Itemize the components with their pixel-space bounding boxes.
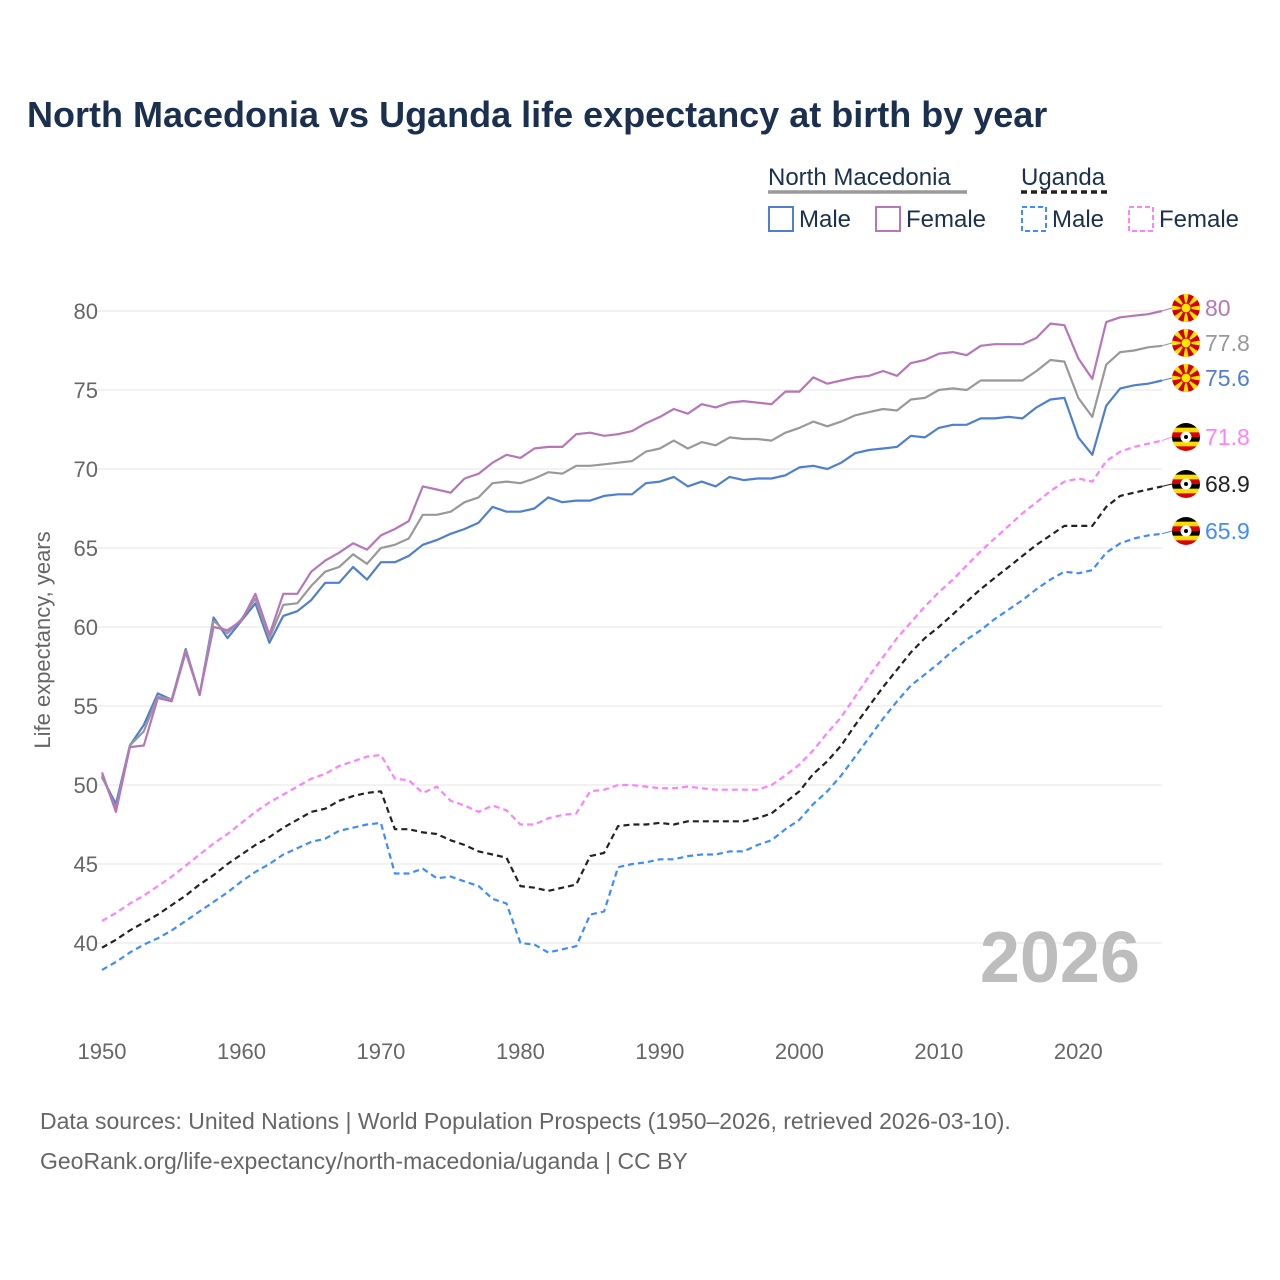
end-value-label: 65.9 <box>1205 518 1250 544</box>
y-axis-label: Life expectancy, years <box>30 531 55 748</box>
y-tick-label: 75 <box>74 378 98 403</box>
gridlines <box>95 310 1162 944</box>
legend-swatch-ug-male[interactable] <box>1021 206 1047 232</box>
chart-title: North Macedonia vs Uganda life expectanc… <box>27 94 1048 135</box>
series-line-uganda-female <box>101 439 1163 922</box>
north-macedonia-flag-icon <box>1172 294 1200 322</box>
watermark-year: 2026 <box>980 918 1140 998</box>
y-tick-label: 55 <box>74 694 98 719</box>
end-value-label: 80 <box>1205 295 1231 321</box>
legend-swatch-ug-female[interactable] <box>1128 206 1154 232</box>
legend-label-ug-female[interactable]: Female <box>1159 206 1239 233</box>
end-label-connector <box>1161 342 1173 347</box>
legend-label-nm-male[interactable]: Male <box>799 206 851 233</box>
footer-sources: Data sources: United Nations | World Pop… <box>40 1108 1011 1134</box>
end-label-connector <box>1161 436 1173 442</box>
uganda-flag-icon <box>1172 423 1200 451</box>
x-tick-label: 1990 <box>635 1039 684 1064</box>
legend-label-ug-male[interactable]: Male <box>1052 206 1104 233</box>
end-label-connector <box>1161 307 1173 312</box>
x-tick-label: 1960 <box>217 1039 266 1064</box>
legend-swatch-nm-male[interactable] <box>768 206 794 232</box>
y-tick-label: 50 <box>74 773 98 798</box>
north-macedonia-flag-icon <box>1172 329 1200 357</box>
end-value-label: 71.8 <box>1205 424 1250 450</box>
uganda-flag-icon <box>1172 470 1200 498</box>
y-tick-label: 60 <box>74 615 98 640</box>
series-line-north-macedonia-male <box>101 379 1163 806</box>
footer-link[interactable]: GeoRank.org/life-expectancy/north-macedo… <box>40 1148 688 1174</box>
x-tick-label: 1980 <box>496 1039 545 1064</box>
series-line-uganda-total <box>101 485 1163 949</box>
series-line-north-macedonia-total <box>100 344 1163 810</box>
legend-group-north-macedonia: North Macedonia <box>768 164 951 191</box>
legend-swatch-nm-female[interactable] <box>875 206 901 232</box>
end-label-connector <box>1161 483 1173 487</box>
series-line-uganda-male <box>101 532 1163 971</box>
x-tick-label: 2010 <box>914 1039 963 1064</box>
y-tick-label: 80 <box>74 299 98 324</box>
uganda-flag-icon <box>1172 517 1200 545</box>
series-lines <box>100 309 1163 971</box>
legend-group-uganda: Uganda <box>1021 164 1106 191</box>
end-value-label: 75.6 <box>1205 365 1250 391</box>
end-value-label: 77.8 <box>1205 330 1250 356</box>
end-label-connector <box>1161 377 1173 382</box>
legend-label-nm-female[interactable]: Female <box>906 206 986 233</box>
y-tick-label: 40 <box>74 931 98 956</box>
y-tick-label: 65 <box>74 536 98 561</box>
legend: North Macedonia Male Female Uganda Male … <box>768 164 1239 233</box>
end-label-connector <box>1161 530 1173 535</box>
y-tick-label: 70 <box>74 457 98 482</box>
x-tick-label: 2000 <box>775 1039 824 1064</box>
y-tick-label: 45 <box>74 852 98 877</box>
series-line-north-macedonia-female <box>100 309 1163 814</box>
x-tick-label: 2020 <box>1054 1039 1103 1064</box>
end-value-label: 68.9 <box>1205 471 1250 497</box>
x-tick-label: 1950 <box>78 1039 127 1064</box>
end-labels: 80 77.8 75.6 71.8 68.9 65.9 <box>1161 294 1250 545</box>
north-macedonia-flag-icon <box>1172 364 1200 392</box>
x-tick-label: 1970 <box>356 1039 405 1064</box>
axes: 40 45 50 55 60 65 70 75 80 1950 1960 1970 1980 1990 20… <box>74 299 1103 1064</box>
